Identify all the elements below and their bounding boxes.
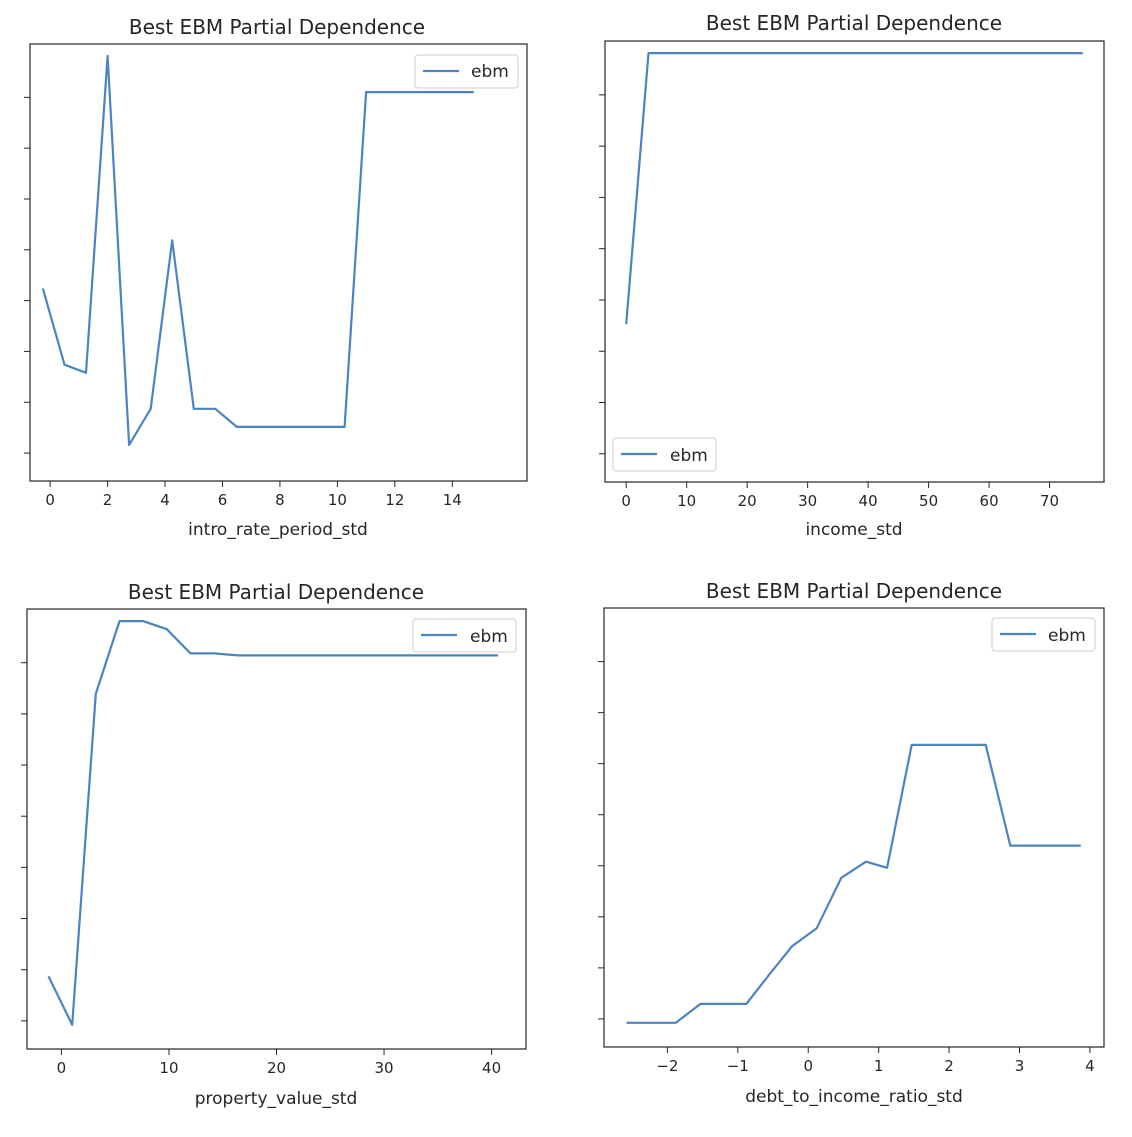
legend-label: ebm [471, 62, 509, 82]
legend: ebm [412, 618, 517, 653]
x-axis-label: property_value_std [195, 1089, 358, 1109]
legend-label: ebm [670, 446, 708, 466]
x-tick-label: 30 [798, 492, 817, 510]
legend-label: ebm [1048, 626, 1086, 646]
chart-panel-3: Best EBM Partial Dependence 0 10 20 30 40 eb… [21, 580, 527, 1109]
chart-title: Best EBM Partial Dependence [706, 579, 1002, 603]
legend: ebm [991, 617, 1096, 652]
x-tick-label: 0 [803, 1057, 813, 1075]
x-tick-label: 60 [980, 492, 999, 510]
legend-box [612, 437, 717, 472]
plot-area [604, 40, 1105, 483]
legend-label: ebm [470, 627, 508, 647]
x-tick-label: 40 [482, 1059, 501, 1077]
x-tick-label: −1 [727, 1057, 749, 1075]
x-tick-label: 8 [275, 491, 285, 509]
x-tick-label: 40 [859, 492, 878, 510]
x-tick-label: 0 [57, 1059, 67, 1077]
x-tick-label: 30 [374, 1059, 393, 1077]
x-tick-label: 4 [160, 491, 170, 509]
series-line-ebm [41, 54, 474, 446]
legend-box [412, 618, 517, 653]
x-tick-label: 0 [45, 491, 55, 509]
series-line-ebm [626, 743, 1081, 1024]
x-tick-label: 70 [1040, 492, 1059, 510]
legend-box [414, 54, 519, 89]
chart-panel-4: Best EBM Partial Dependence −2 −1 0 1 2 3 4 eb… [598, 579, 1105, 1107]
x-axis-label: debt_to_income_ratio_std [745, 1087, 963, 1107]
x-tick-label: 0 [621, 492, 631, 510]
x-tick-label: 14 [443, 491, 462, 509]
legend: ebm [612, 437, 717, 472]
legend-box [991, 617, 1096, 652]
x-tick-label: 10 [159, 1059, 178, 1077]
plot-area [29, 43, 528, 482]
legend: ebm [414, 54, 519, 89]
series-line-ebm [625, 52, 1083, 325]
x-tick-label: 2 [103, 491, 113, 509]
x-tick-label: −2 [656, 1057, 678, 1075]
x-axis-label: income_std [805, 520, 902, 540]
chart-panel-1: Best EBM Partial Dependence 0 2 4 6 8 10 12 14 … [24, 15, 528, 540]
plot-area [603, 607, 1105, 1048]
x-tick-label: 10 [328, 491, 347, 509]
chart-title: Best EBM Partial Dependence [129, 15, 425, 39]
x-tick-label: 12 [385, 491, 404, 509]
x-tick-label: 6 [218, 491, 228, 509]
x-tick-label: 10 [677, 492, 696, 510]
chart-panel-2: Best EBM Partial Dependence 0 10 20 30 40 50 6… [599, 11, 1105, 540]
x-tick-label: 20 [738, 492, 757, 510]
chart-title: Best EBM Partial Dependence [706, 11, 1002, 35]
chart-title: Best EBM Partial Dependence [128, 580, 424, 604]
x-tick-label: 2 [944, 1057, 954, 1075]
series-line-ebm [47, 620, 498, 1026]
x-tick-label: 3 [1015, 1057, 1025, 1075]
x-tick-label: 4 [1085, 1057, 1095, 1075]
x-tick-label: 50 [919, 492, 938, 510]
x-tick-label: 1 [874, 1057, 884, 1075]
x-tick-label: 20 [267, 1059, 286, 1077]
x-axis-label: intro_rate_period_std [188, 520, 368, 540]
